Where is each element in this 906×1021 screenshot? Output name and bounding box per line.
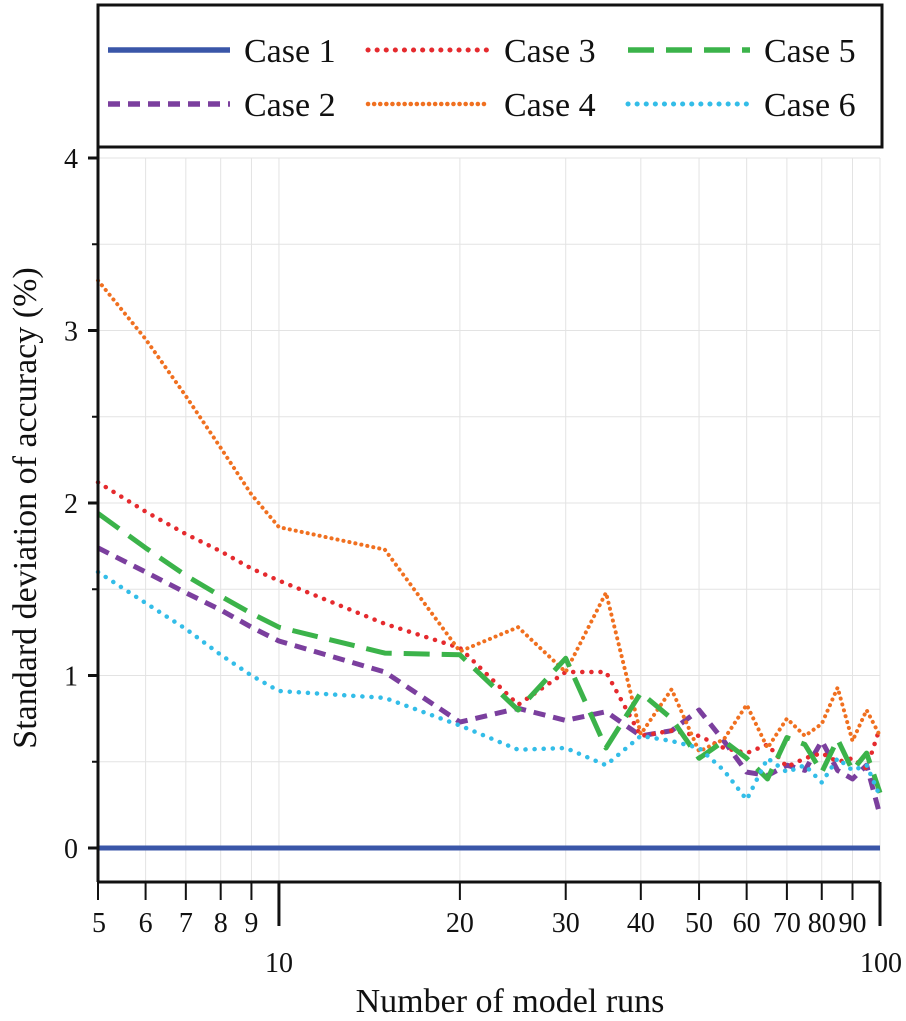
x-axis-title: Number of model runs bbox=[356, 983, 665, 1020]
legend-label: Case 2 bbox=[244, 87, 336, 124]
x-tick-label: 90 bbox=[838, 908, 866, 939]
y-tick-label: 4 bbox=[64, 144, 78, 175]
x-tick-label: 5 bbox=[92, 908, 106, 939]
x-tick-label: 60 bbox=[733, 908, 761, 939]
legend: Case 1 Case 3 Case 5 Case 2 Case 4 Case 6 bbox=[96, 3, 884, 149]
legend-label: Case 1 bbox=[244, 33, 336, 70]
x-tick-label: 50 bbox=[685, 908, 713, 939]
x-tick-label: 10 bbox=[265, 948, 293, 979]
grid bbox=[97, 157, 881, 882]
y-tick-label: 1 bbox=[64, 662, 78, 693]
series-line-case-6 bbox=[95, 569, 883, 802]
series-line-case-2 bbox=[96, 545, 883, 816]
legend-label: Case 6 bbox=[764, 87, 856, 124]
x-tick-label: 9 bbox=[244, 908, 258, 939]
x-tick-label: 70 bbox=[773, 908, 801, 939]
series-line-case-3 bbox=[95, 480, 883, 771]
axes: 0 1 2 3 4 5 6 7 8 910 20 30 40 50 60 70 80 90 100 bbox=[64, 144, 902, 979]
legend-label: Case 5 bbox=[764, 33, 856, 70]
x-tick-label: 100 bbox=[860, 948, 902, 979]
x-tick-label: 20 bbox=[446, 908, 474, 939]
x-tick-label: 40 bbox=[627, 908, 655, 939]
x-tick-label: 7 bbox=[179, 908, 193, 939]
x-tick-label: 30 bbox=[552, 908, 580, 939]
legend-label: Case 4 bbox=[504, 87, 596, 124]
y-tick-label: 0 bbox=[64, 834, 78, 865]
x-tick-label: 80 bbox=[808, 908, 836, 939]
y-axis-title: Standard deviation of accuracy (%) bbox=[7, 267, 44, 748]
y-tick-label: 2 bbox=[64, 489, 78, 520]
y-tick-label: 3 bbox=[64, 317, 78, 348]
series-line-case-5 bbox=[96, 511, 883, 794]
x-tick-label: 6 bbox=[139, 908, 153, 939]
legend-label: Case 3 bbox=[504, 33, 596, 70]
series-line-case-4 bbox=[96, 278, 882, 754]
legend-box bbox=[96, 3, 884, 149]
x-tick-label: 8 bbox=[214, 908, 228, 939]
series-lines bbox=[95, 278, 883, 851]
